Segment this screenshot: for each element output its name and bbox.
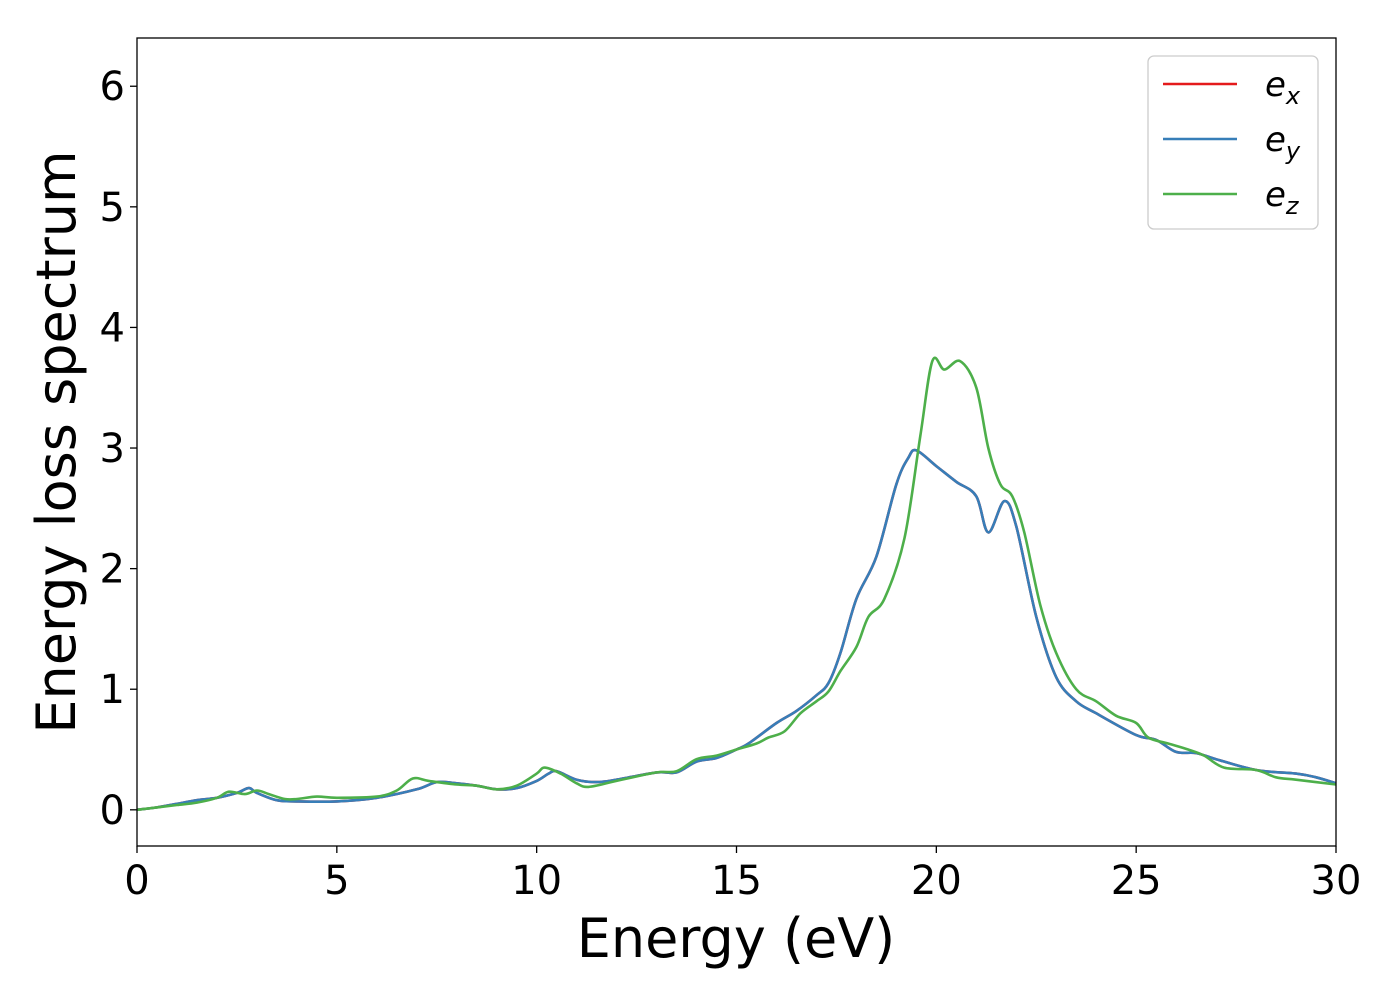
y-axis-ticks: 0 1 2 3 4 5 6 bbox=[100, 64, 137, 834]
plot-area bbox=[137, 38, 1336, 846]
legend-label-ex: ex bbox=[1265, 65, 1301, 110]
series-line-ez bbox=[136, 356, 1337, 812]
y-tick-label: 0 bbox=[100, 788, 125, 834]
plot-frame bbox=[136, 37, 1337, 847]
x-tick-label: 5 bbox=[324, 858, 349, 904]
series-line-ey bbox=[136, 448, 1337, 812]
y-tick-label: 3 bbox=[100, 426, 125, 472]
legend: ex ey ez bbox=[1147, 55, 1319, 230]
x-axis-label: Energy (eV) bbox=[577, 907, 896, 970]
legend-box bbox=[1147, 55, 1319, 230]
x-tick-label: 10 bbox=[511, 858, 562, 904]
y-tick-label: 5 bbox=[100, 185, 125, 231]
x-tick-label: 20 bbox=[911, 858, 962, 904]
x-tick-label: 30 bbox=[1311, 858, 1362, 904]
x-tick-label: 15 bbox=[711, 858, 762, 904]
legend-label-ez: ez bbox=[1265, 175, 1300, 220]
y-tick-label: 6 bbox=[100, 64, 125, 110]
y-tick-label: 1 bbox=[100, 667, 125, 713]
series-layer bbox=[136, 356, 1337, 812]
y-tick-label: 2 bbox=[100, 547, 125, 593]
y-axis-label: Energy loss spectrum bbox=[25, 150, 88, 733]
x-tick-label: 0 bbox=[124, 858, 149, 904]
x-axis-ticks: 0 5 10 15 20 25 30 bbox=[124, 846, 1361, 904]
y-tick-label: 4 bbox=[100, 305, 125, 351]
x-tick-label: 25 bbox=[1111, 858, 1162, 904]
legend-label-ey: ey bbox=[1265, 120, 1301, 165]
